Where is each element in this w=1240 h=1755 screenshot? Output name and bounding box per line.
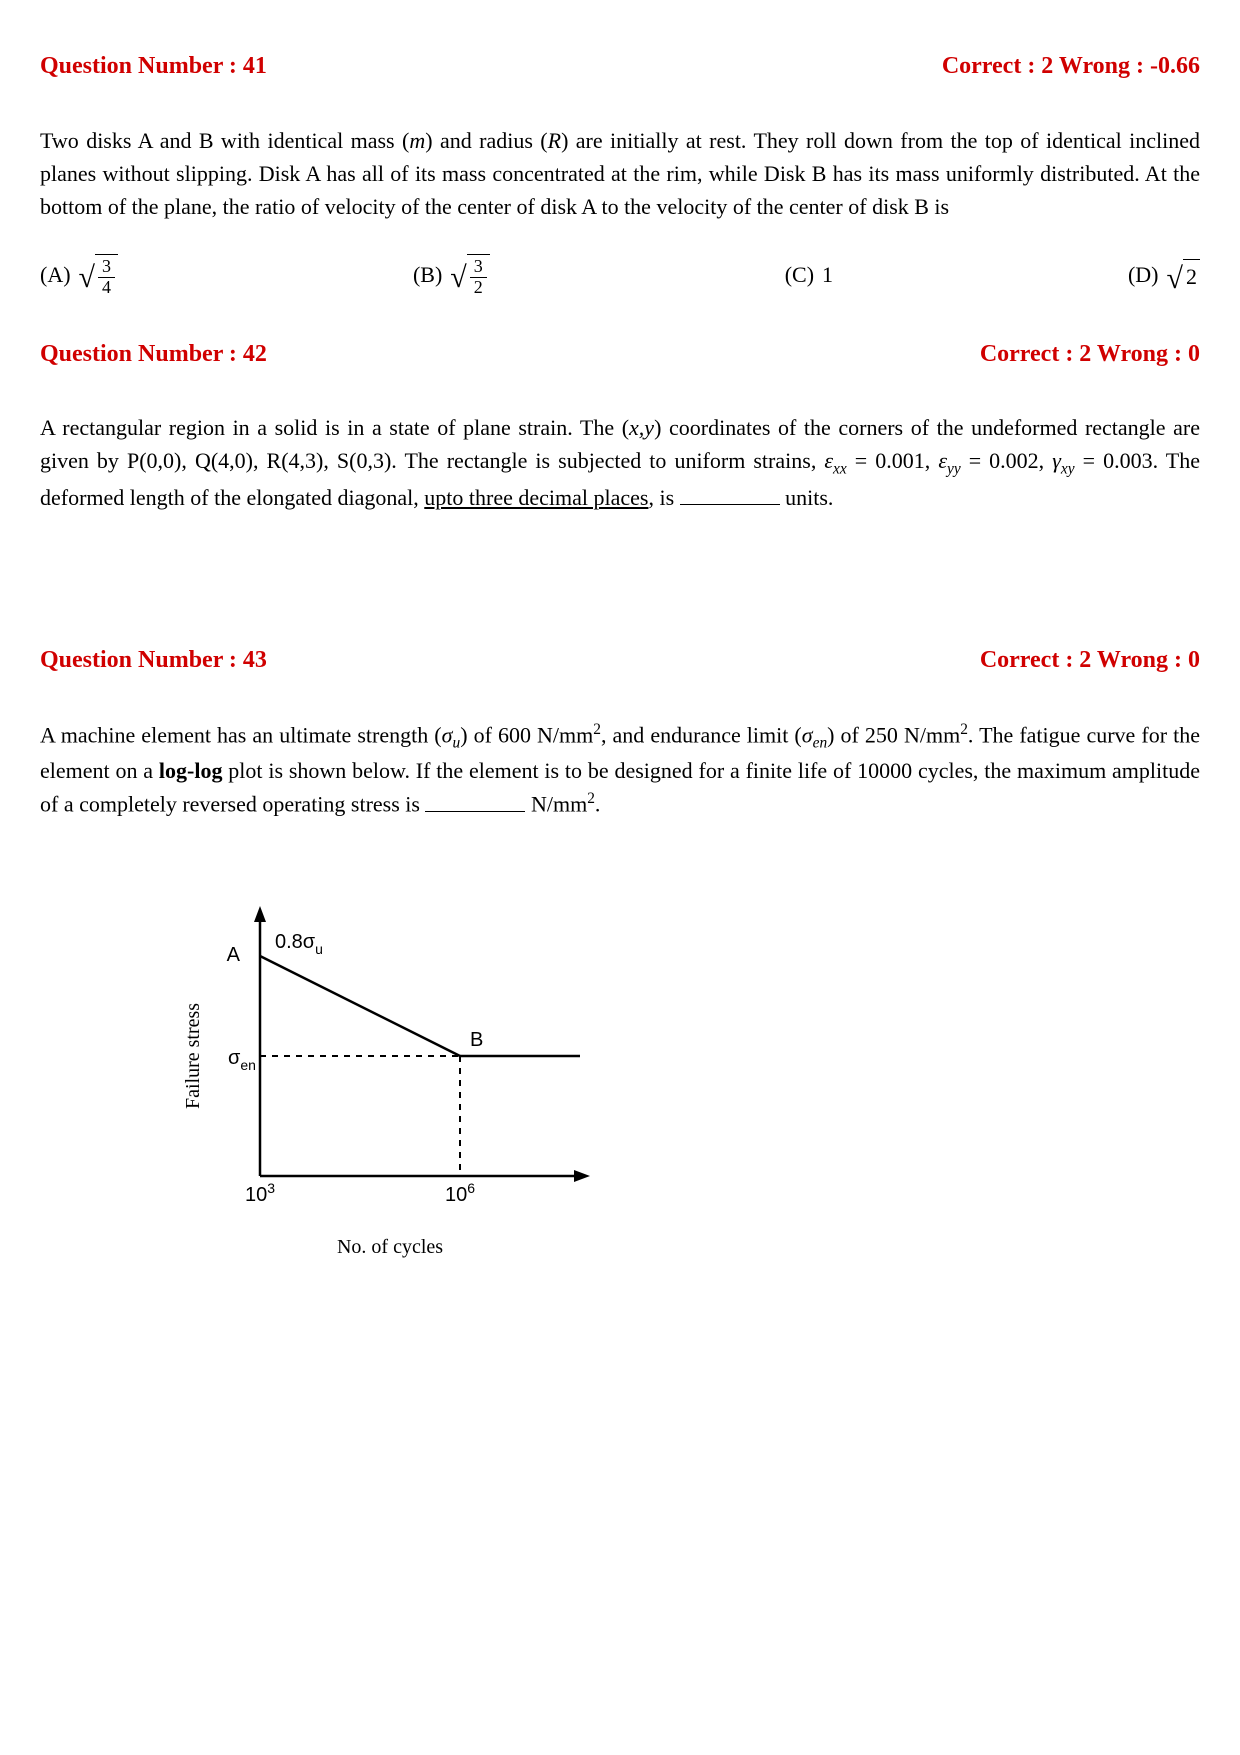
svg-text:0.8σu: 0.8σu [275,931,323,957]
fatigue-chart: Failure stress A 0.8σu B σen 103 106 No.… [180,881,600,1231]
q42-text: A rectangular region in a solid is in a … [40,411,1200,514]
option-c-value: 1 [822,260,833,291]
option-b-label: (B) [413,260,442,291]
point-a-label: A [227,944,241,966]
y-axis-label: Failure stress [179,1003,207,1109]
q42-marks: Correct : 2 Wrong : 0 [980,338,1200,372]
chart-svg: A 0.8σu B σen 103 106 [180,881,600,1231]
question-43-header: Question Number : 43 Correct : 2 Wrong :… [40,644,1200,678]
sqrt-icon: √2 [1167,254,1200,296]
question-41-header: Question Number : 41 Correct : 2 Wrong :… [40,50,1200,84]
q41-text: Two disks A and B with identical mass (m… [40,124,1200,223]
q43-number: Question Number : 43 [40,644,267,678]
question-42-header: Question Number : 42 Correct : 2 Wrong :… [40,338,1200,372]
x-axis-label: No. of cycles [337,1233,443,1261]
option-a-label: (A) [40,260,71,291]
q41-marks: Correct : 2 Wrong : -0.66 [942,50,1200,84]
svg-text:106: 106 [445,1180,475,1206]
point-b-label: B [470,1029,483,1051]
q41-number: Question Number : 41 [40,50,267,84]
q43-text: A machine element has an ultimate streng… [40,718,1200,821]
blank-input [425,789,525,812]
q41-option-d: (D) √2 [1128,253,1200,298]
svg-text:103: 103 [245,1180,275,1206]
q42-number: Question Number : 42 [40,338,267,372]
q41-option-a: (A) √34 [40,253,118,298]
option-d-label: (D) [1128,260,1159,291]
blank-input [680,482,780,505]
option-c-label: (C) [785,260,814,291]
q41-options: (A) √34 (B) √32 (C) 1 (D) √2 [40,253,1200,298]
sqrt-icon: √34 [79,253,118,298]
q41-option-b: (B) √32 [413,253,490,298]
svg-text:σen: σen [228,1047,256,1073]
q43-marks: Correct : 2 Wrong : 0 [980,644,1200,678]
sqrt-icon: √32 [450,253,489,298]
q41-option-c: (C) 1 [785,253,833,298]
